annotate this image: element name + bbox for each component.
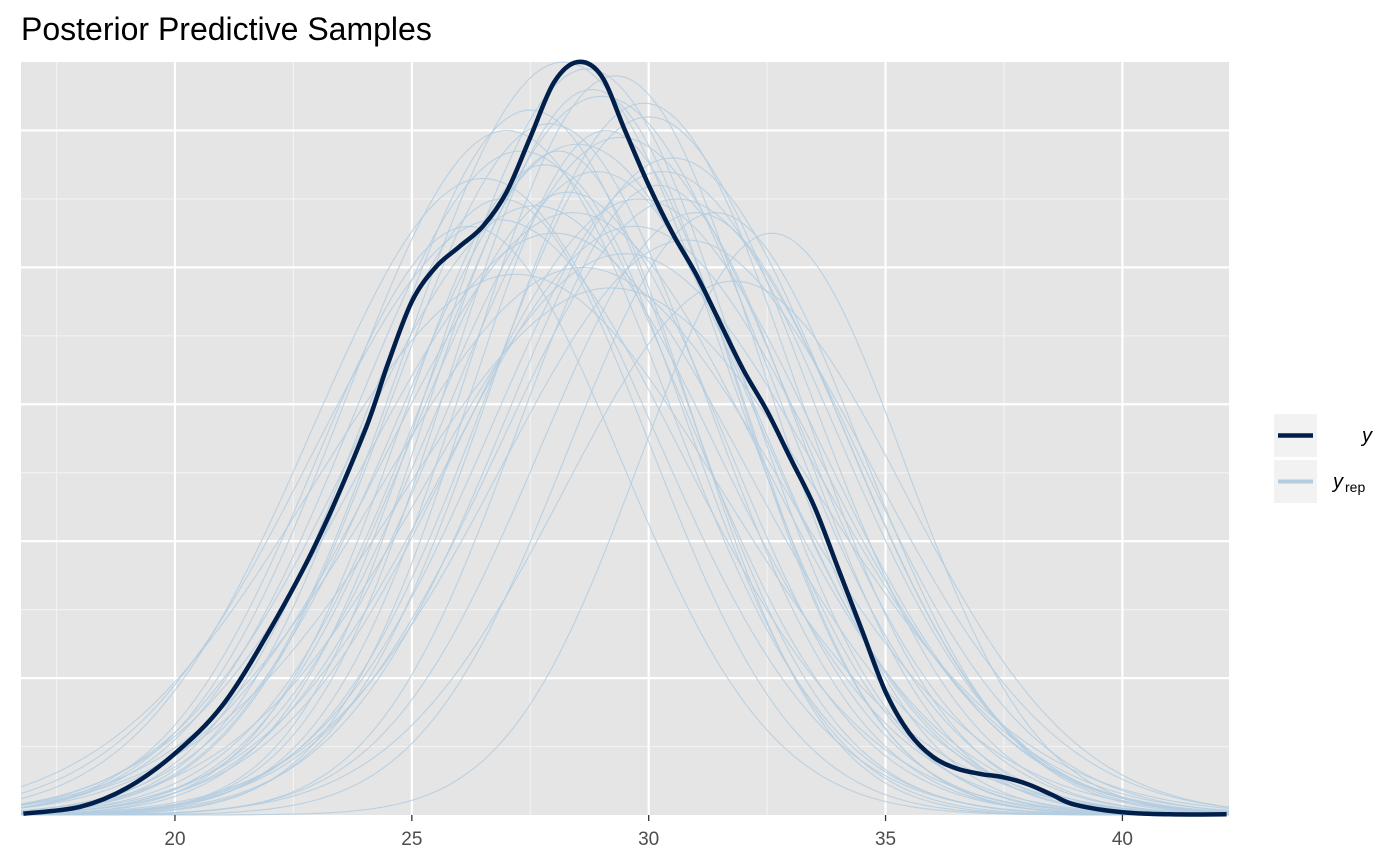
legend-label: y [1360, 425, 1373, 447]
replicate-density-line [21, 232, 1230, 816]
grid-minor [21, 62, 1229, 815]
legend-label: y rep [1331, 471, 1365, 495]
observed-density-line-group [23, 59, 1227, 817]
replicate-density-line [20, 198, 1230, 815]
chart-title: Posterior Predictive Samples [21, 11, 432, 47]
replicate-density-line [20, 143, 1230, 815]
replicate-density-line [20, 205, 1229, 816]
x-tick-label: 35 [875, 829, 896, 850]
x-tick-label: 20 [164, 829, 185, 850]
replicate-density-lines [20, 61, 1230, 816]
plot-panel [21, 62, 1229, 815]
observed-density-line [23, 59, 1227, 817]
x-tick-label: 25 [401, 829, 422, 850]
replicate-density-line [20, 170, 1230, 816]
replicate-density-line [20, 287, 1230, 810]
replicate-density-line [20, 198, 1229, 816]
replicate-density-line [21, 157, 1230, 816]
legend: y y rep [1274, 414, 1373, 503]
replicate-density-line [20, 68, 1229, 816]
replicate-density-line [20, 273, 1230, 815]
replicate-density-line [21, 212, 1230, 816]
x-axis: 20 25 30 35 40 [164, 815, 1133, 850]
replicate-density-line [20, 225, 1230, 814]
replicate-density-line [20, 123, 1229, 816]
replicate-density-line [20, 177, 1230, 816]
replicate-density-line [20, 136, 1230, 815]
legend-label-subscript: rep [1345, 479, 1365, 495]
replicate-density-line [20, 191, 1229, 816]
replicate-density-line [21, 184, 1229, 816]
x-tick-label: 40 [1112, 829, 1133, 850]
replicate-density-line [20, 61, 1230, 816]
x-tick-label: 30 [638, 829, 659, 850]
